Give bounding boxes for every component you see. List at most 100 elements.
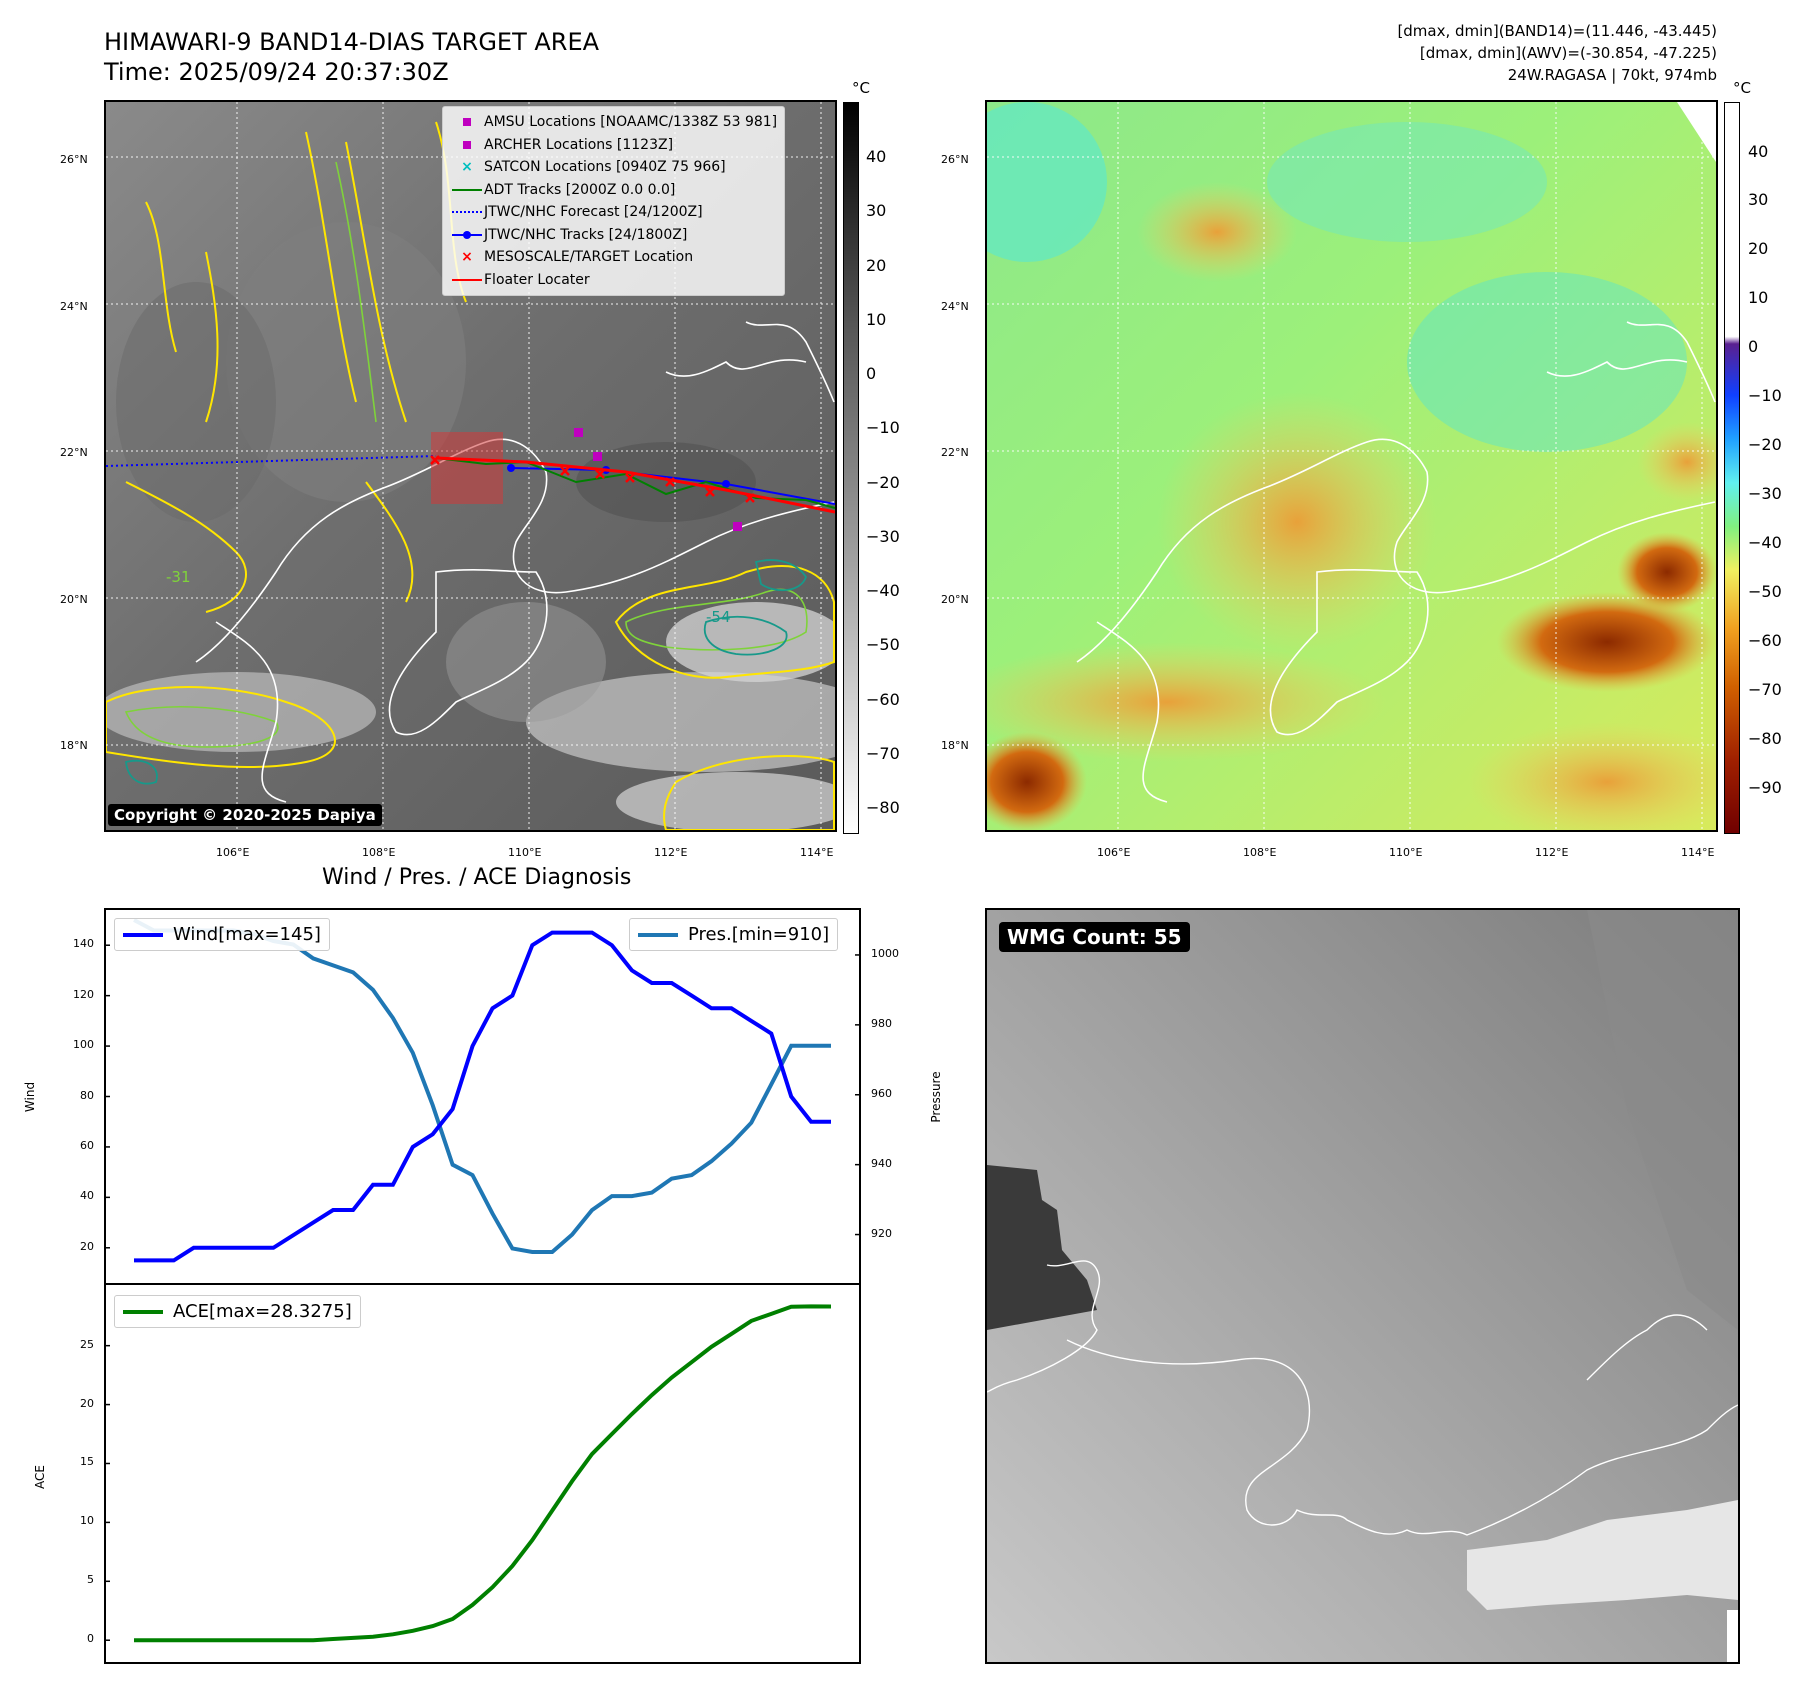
cbar1-tick: 20 <box>866 256 887 275</box>
lon-tick: 106°E <box>216 846 250 859</box>
cbar2-tick: −10 <box>1748 386 1782 405</box>
wind-legend: Wind[max=145] <box>114 918 330 951</box>
cbar2-tick: −70 <box>1748 680 1782 699</box>
cbar2-tick: −80 <box>1748 729 1782 748</box>
cbar2-tick: 10 <box>1748 288 1769 307</box>
lat-tick: 24°N <box>941 300 969 313</box>
square-marker-icon <box>450 134 484 156</box>
lat-tick: 22°N <box>941 446 969 459</box>
ace-y-tick-label: 0 <box>87 1632 94 1646</box>
wind-y-tick-label: 20 <box>80 1239 94 1253</box>
legend-item-mesoscale: × MESOSCALE/TARGET Location <box>450 246 777 269</box>
wind-pressure-chart <box>104 908 861 1285</box>
lon-tick: 114°E <box>1681 846 1715 859</box>
ace-legend-swatch-icon <box>123 1309 163 1314</box>
wind-y-tick-label: 60 <box>80 1138 94 1152</box>
awv-map <box>987 102 1716 830</box>
wind-series-line <box>134 930 831 1263</box>
ace-y-tick-label: 5 <box>87 1573 94 1587</box>
awv-colorbar <box>1724 102 1740 834</box>
cbar1-tick: −70 <box>866 744 900 763</box>
pressure-axis-label: Pressure <box>929 1071 943 1123</box>
wind-y-tick-label: 120 <box>73 987 94 1001</box>
cbar1-tick: −20 <box>866 473 900 492</box>
cbar1-tick: 10 <box>866 310 887 329</box>
lat-tick: 20°N <box>60 593 88 606</box>
ace-y-tick-label: 15 <box>80 1455 94 1469</box>
pressure-y-tick-label: 1000 <box>871 946 899 960</box>
ace-y-tick-label: 25 <box>80 1337 94 1351</box>
pressure-legend-label: Pres.[min=910] <box>688 924 830 945</box>
legend-item-amsu: AMSU Locations [NOAAMC/1338Z 53 981] <box>450 111 777 134</box>
lat-tick: 18°N <box>60 739 88 752</box>
legend-item-floater: Floater Locater <box>450 269 777 292</box>
ace-legend: ACE[max=28.3275] <box>114 1295 361 1328</box>
legend-item-archer: ARCHER Locations [1123Z] <box>450 134 777 157</box>
lat-tick: 20°N <box>941 593 969 606</box>
cbar2-tick: 20 <box>1748 239 1769 258</box>
ace-legend-label: ACE[max=28.3275] <box>173 1301 352 1322</box>
chart-title: HIMAWARI-9 BAND14-DIAS TARGET AREA <box>104 28 600 56</box>
solid-line-icon <box>450 269 484 291</box>
band14-legend: AMSU Locations [NOAAMC/1338Z 53 981] ARC… <box>442 106 786 296</box>
cbar1-tick: −30 <box>866 527 900 546</box>
pressure-legend-swatch-icon <box>638 932 678 937</box>
cbar2-tick: −30 <box>1748 484 1782 503</box>
wind-legend-swatch-icon <box>123 932 163 937</box>
legend-item-forecast: JTWC/NHC Forecast [24/1200Z] <box>450 201 777 224</box>
ace-y-tick-label: 20 <box>80 1396 94 1410</box>
cbar1-tick: 0 <box>866 364 877 383</box>
cbar2-tick: 30 <box>1748 190 1769 209</box>
cbar1-tick: −60 <box>866 690 900 709</box>
ace-series-line <box>134 1304 832 1643</box>
chart-time: Time: 2025/09/24 20:37:30Z <box>104 58 449 86</box>
lat-tick: 26°N <box>941 153 969 166</box>
band14-map-panel: -31 -54 AMSU Locations [NOAAMC/1338Z 53 … <box>104 100 837 832</box>
wmg-panel: WMG Count: 55 <box>985 908 1740 1664</box>
wind-pressure-frame <box>104 908 861 1285</box>
adt-track-line <box>435 457 835 509</box>
wind-axis-label: Wind <box>23 1081 37 1113</box>
legend-item-tracks: JTWC/NHC Tracks [24/1800Z] <box>450 224 777 247</box>
cbar2-tick: −20 <box>1748 435 1782 454</box>
legend-item-satcon: × SATCON Locations [0940Z 75 966] <box>450 156 777 179</box>
lon-tick: 112°E <box>654 846 688 859</box>
pressure-legend: Pres.[min=910] <box>629 918 839 951</box>
solid-line-icon <box>450 179 484 201</box>
wind-y-tick-label: 140 <box>73 937 94 951</box>
pressure-y-tick-label: 920 <box>871 1226 892 1240</box>
pressure-y-tick-label: 980 <box>871 1016 892 1030</box>
dotted-line-icon <box>450 201 484 223</box>
stats-storm: 24W.RAGASA | 70kt, 974mb <box>1507 66 1717 84</box>
target-area-box <box>431 432 503 504</box>
wind-legend-label: Wind[max=145] <box>173 924 321 945</box>
cbar1-tick: −50 <box>866 635 900 654</box>
lon-tick: 108°E <box>1243 846 1277 859</box>
lon-tick: 108°E <box>362 846 396 859</box>
contour-label-54: -54 <box>706 608 731 626</box>
cbar1-tick: 40 <box>866 147 887 166</box>
cbar1-tick: −80 <box>866 798 900 817</box>
x-marker-icon: × <box>461 159 473 176</box>
lat-tick: 18°N <box>941 739 969 752</box>
pressure-y-tick-label: 940 <box>871 1156 892 1170</box>
cbar2-tick: −50 <box>1748 582 1782 601</box>
jtwc-forecast-line <box>106 455 437 467</box>
contour-label-31: -31 <box>166 568 191 586</box>
lon-tick: 106°E <box>1097 846 1131 859</box>
cbar2-tick: −90 <box>1748 778 1782 797</box>
ace-y-tick-label: 10 <box>80 1514 94 1528</box>
lon-tick: 110°E <box>508 846 542 859</box>
jtwc-track-line <box>510 467 835 505</box>
cbar2-tick: 0 <box>1748 337 1759 356</box>
wmg-count-badge: WMG Count: 55 <box>999 922 1190 952</box>
diagnosis-title: Wind / Pres. / ACE Diagnosis <box>322 865 632 890</box>
awv-map-panel <box>985 100 1718 832</box>
cbar1-tick: −10 <box>866 418 900 437</box>
ace-chart <box>104 1283 861 1664</box>
cbar2-tick: −60 <box>1748 631 1782 650</box>
lat-tick: 22°N <box>60 446 88 459</box>
cbar1-tick: 30 <box>866 201 887 220</box>
wind-y-tick-label: 100 <box>73 1038 94 1052</box>
square-marker-icon <box>450 111 484 133</box>
